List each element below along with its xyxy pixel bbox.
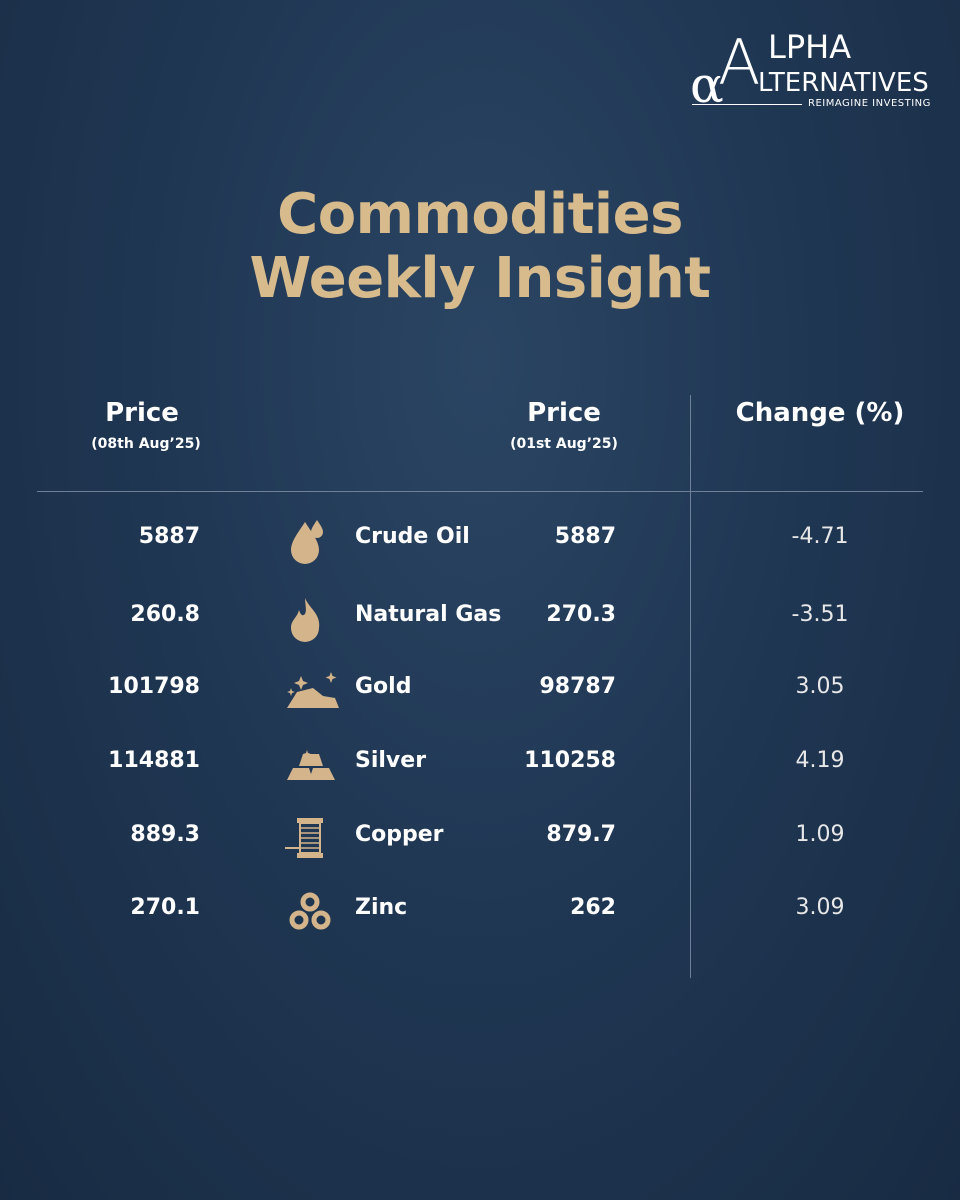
logo-tagline: REIMAGINE INVESTING <box>808 98 931 109</box>
change-value: -3.51 <box>791 602 849 627</box>
commodity-icon <box>283 668 339 714</box>
header-date-previous: (01st Aug’25) <box>510 436 618 452</box>
change-value: -4.71 <box>791 524 849 549</box>
header-price-previous: Price <box>527 398 601 428</box>
logo-top: LPHA <box>768 28 852 66</box>
change-value: 4.19 <box>795 748 845 773</box>
commodity-name: Natural Gas <box>355 602 502 627</box>
logo-bottom: LTERNATIVES <box>758 68 929 98</box>
commodity-name: Crude Oil <box>355 524 470 549</box>
icon <box>291 598 320 642</box>
header-price-current: Price <box>105 398 179 428</box>
price-current: 101798 <box>108 674 200 699</box>
price-previous: 5887 <box>554 524 616 549</box>
logo-a: A <box>718 26 761 99</box>
change-value: 3.05 <box>795 674 845 699</box>
icon <box>287 672 339 708</box>
commodity-icon <box>283 816 339 862</box>
icon <box>291 520 323 564</box>
price-current: 114881 <box>108 748 200 773</box>
price-current: 889.3 <box>130 822 200 847</box>
price-current: 260.8 <box>130 602 200 627</box>
price-previous: 262 <box>570 895 616 920</box>
price-previous: 879.7 <box>546 822 616 847</box>
commodity-icon <box>283 596 339 642</box>
header-rule <box>37 491 923 492</box>
price-previous: 98787 <box>539 674 616 699</box>
icon <box>287 750 335 780</box>
header-date-current: (08th Aug’25) <box>91 436 201 452</box>
commodity-icon <box>283 742 339 788</box>
change-value: 3.09 <box>795 895 845 920</box>
logo-rule <box>692 104 802 105</box>
price-current: 270.1 <box>130 895 200 920</box>
commodity-name: Silver <box>355 748 427 773</box>
price-previous: 110258 <box>524 748 616 773</box>
price-previous: 270.3 <box>546 602 616 627</box>
commodity-name: Copper <box>355 822 444 847</box>
icon <box>285 818 323 858</box>
column-rule <box>690 395 691 978</box>
title-line: Commodities <box>277 182 683 247</box>
title-line: Weekly Insight <box>249 246 711 311</box>
commodity-name: Zinc <box>355 895 408 920</box>
commodity-name: Gold <box>355 674 412 699</box>
commodity-icon <box>283 518 339 564</box>
icon <box>289 892 331 930</box>
price-current: 5887 <box>138 524 200 549</box>
header-change: Change (%) <box>735 398 905 428</box>
change-value: 1.09 <box>795 822 845 847</box>
commodity-icon <box>283 889 339 935</box>
